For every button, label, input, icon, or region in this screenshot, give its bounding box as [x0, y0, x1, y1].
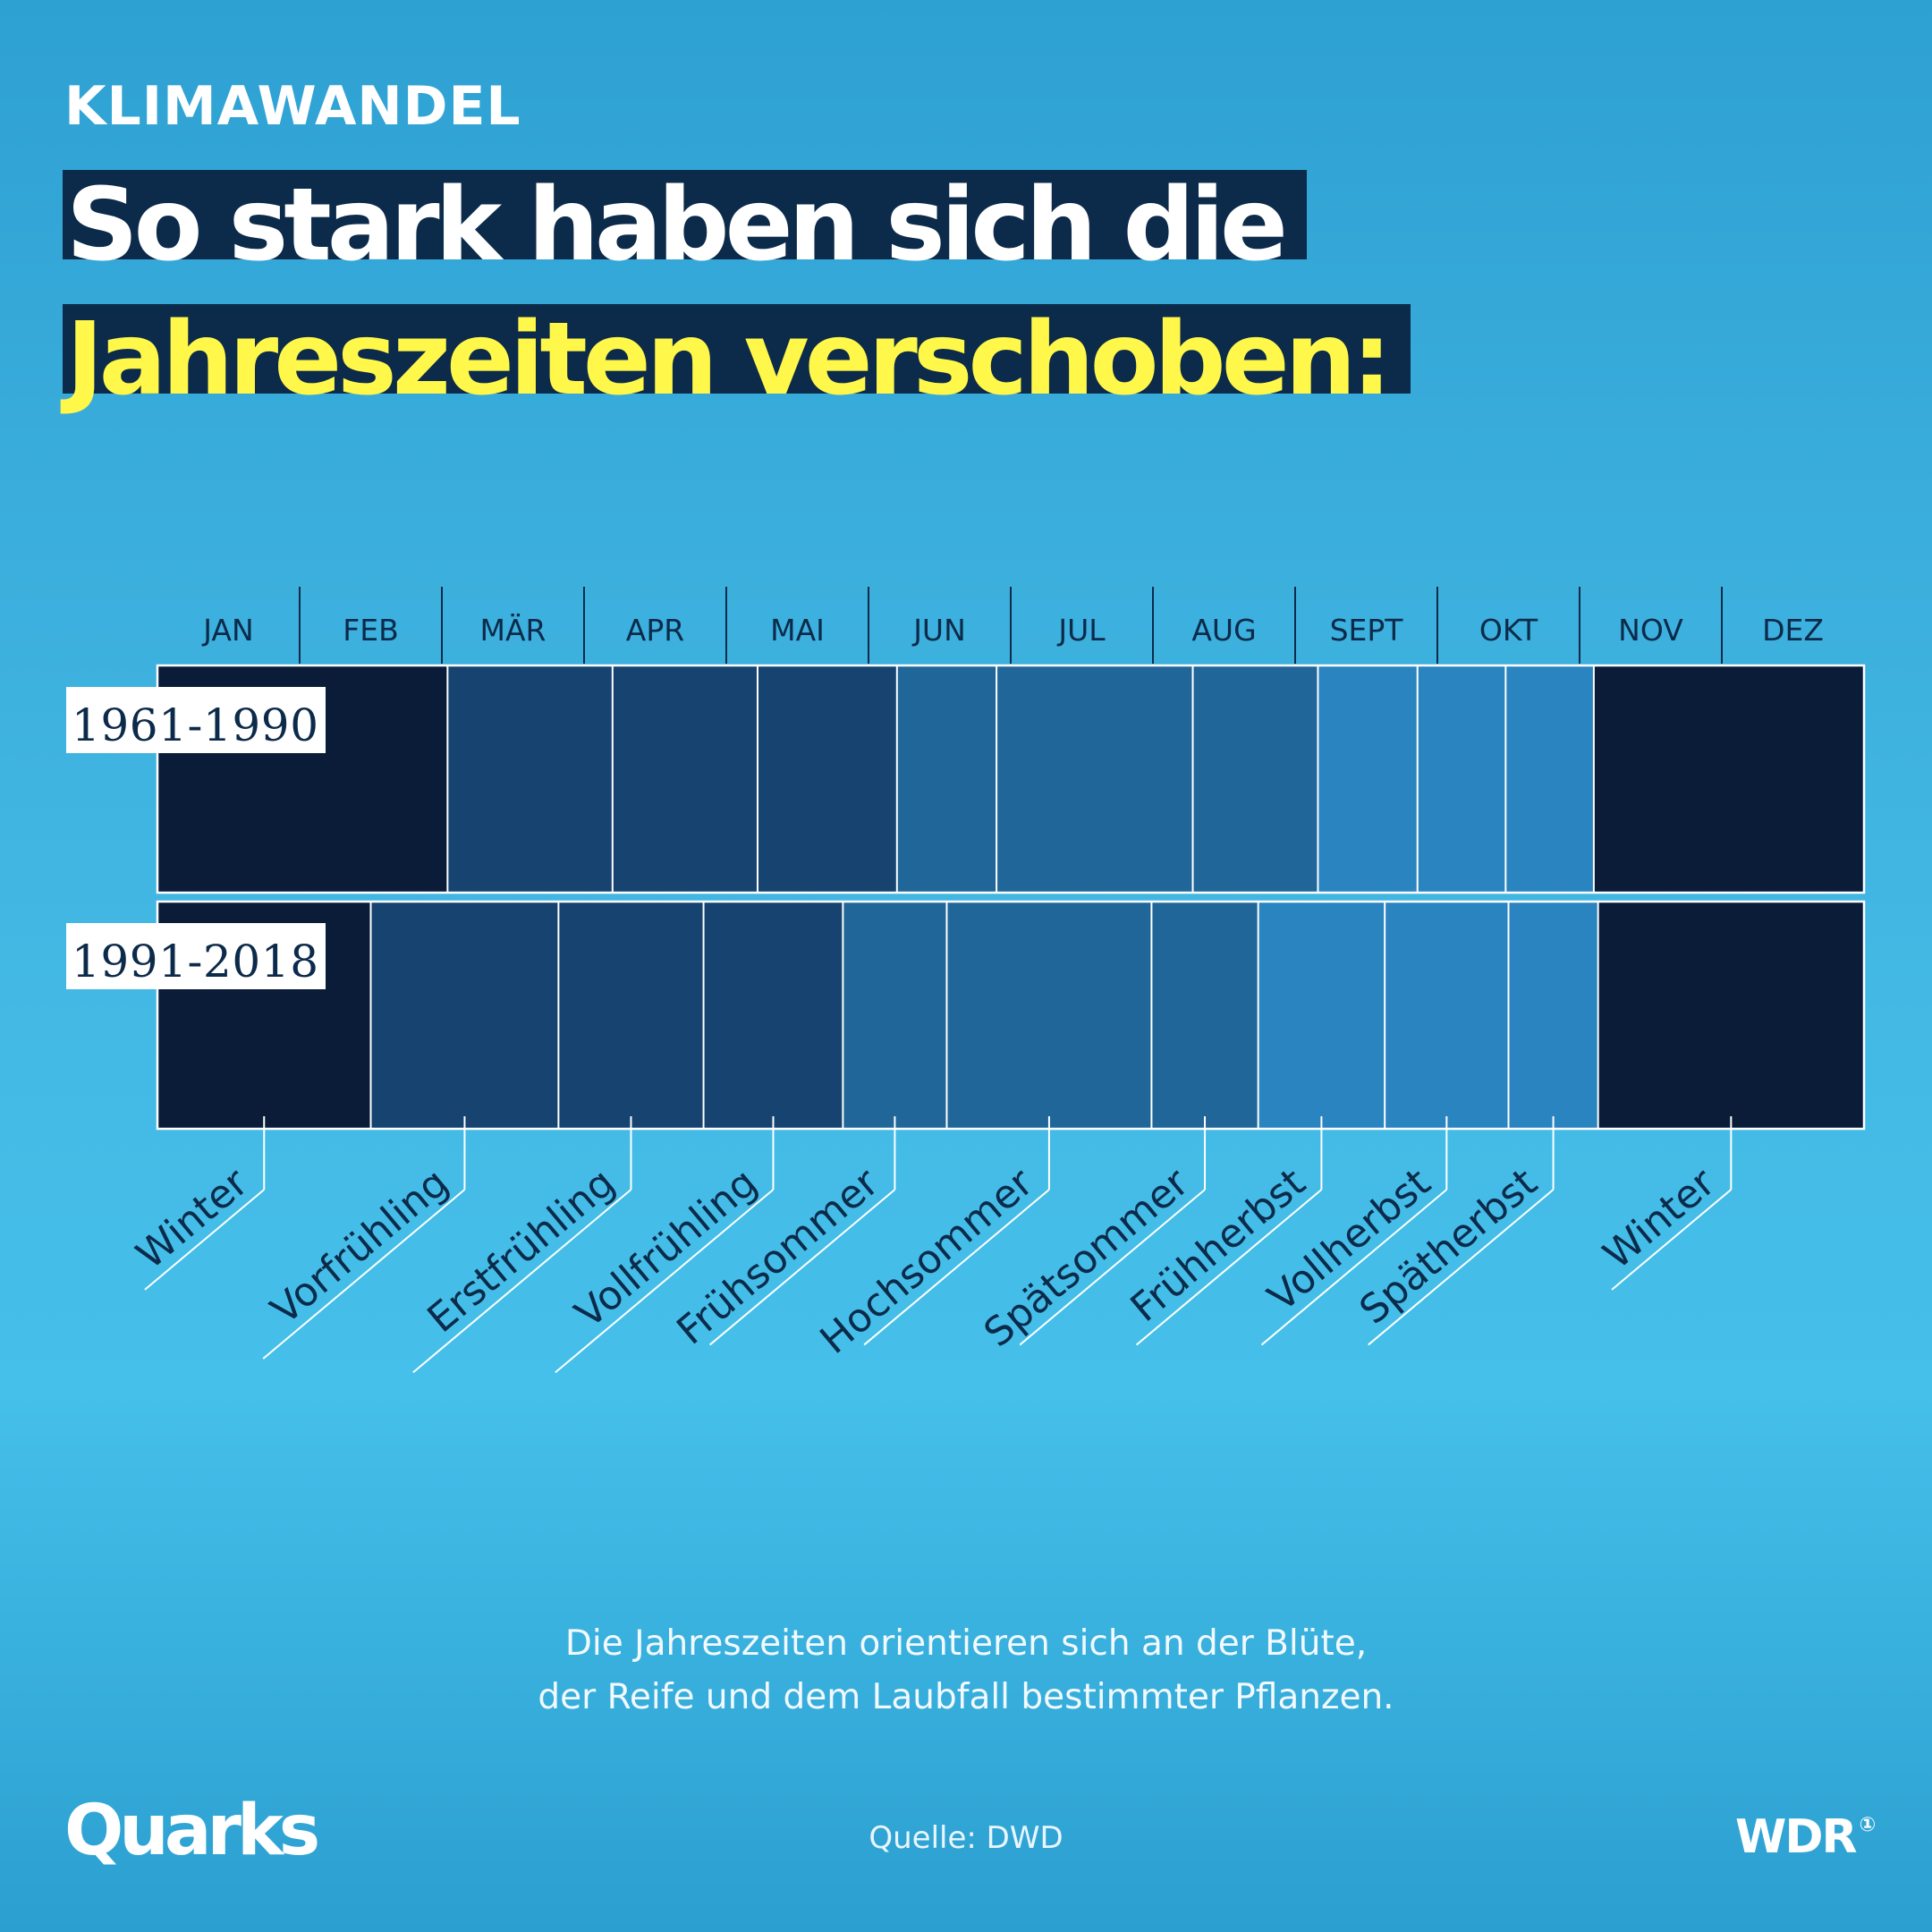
wdr-logo: WDR ① — [1735, 1810, 1876, 1864]
season-segment — [558, 902, 704, 1129]
month-label: NOV — [1618, 613, 1683, 648]
period-label: 1991-2018 — [72, 936, 318, 987]
season-segment — [1417, 665, 1506, 893]
season-segment — [1258, 902, 1385, 1129]
wdr-one-mark: ① — [1859, 1813, 1877, 1836]
season-segment — [1593, 665, 1864, 893]
source-note: Quelle: DWD — [869, 1820, 1063, 1856]
month-label: APR — [626, 613, 684, 648]
month-label: SEPT — [1330, 613, 1404, 648]
month-label: JAN — [201, 613, 253, 648]
month-label: DEZ — [1762, 613, 1824, 648]
period-label: 1961-1990 — [72, 699, 318, 751]
season-segment — [612, 665, 758, 893]
footnote-line-2: der Reife und dem Laubfall bestimmter Pf… — [538, 1677, 1394, 1717]
season-segment — [1505, 665, 1594, 893]
month-label: MAI — [770, 613, 825, 648]
leader-underline — [144, 1189, 265, 1291]
footnote: Die Jahreszeiten orientieren sich an der… — [0, 1617, 1932, 1724]
month-label: JUL — [1056, 613, 1106, 648]
leader-underline — [262, 1189, 466, 1360]
season-segment — [757, 665, 897, 893]
season-segment — [896, 665, 997, 893]
month-label: FEB — [343, 613, 398, 648]
period-label-box — [66, 687, 326, 753]
season-segment — [1508, 902, 1598, 1129]
season-segment — [1597, 902, 1864, 1129]
leader-underline — [708, 1189, 896, 1346]
leader-underline — [1135, 1189, 1323, 1346]
leader-underline — [412, 1189, 632, 1374]
season-segment — [1318, 665, 1418, 893]
leader-underline — [1368, 1189, 1555, 1346]
season-label: Winter — [128, 1159, 258, 1278]
season-label: Winter — [1595, 1159, 1724, 1278]
season-segment — [996, 665, 1193, 893]
month-label: JUN — [911, 613, 966, 648]
leader-underline — [863, 1189, 1050, 1346]
leader-underline — [555, 1189, 775, 1374]
season-segment — [703, 902, 843, 1129]
quarks-logo: Quarks — [64, 1791, 320, 1871]
month-label: MÄR — [480, 613, 547, 648]
season-segment — [447, 665, 613, 893]
season-segment — [946, 902, 1152, 1129]
wdr-logo-text: WDR — [1735, 1810, 1858, 1864]
leader-underline — [1611, 1189, 1732, 1291]
season-segment — [843, 902, 947, 1129]
kicker: KLIMAWANDEL — [64, 75, 521, 138]
row-border — [156, 900, 1866, 1131]
footnote-line-1: Die Jahreszeiten orientieren sich an der… — [564, 1623, 1368, 1664]
month-label: AUG — [1191, 613, 1256, 648]
season-segment — [1192, 665, 1318, 893]
row-border — [156, 664, 1866, 894]
season-segment — [1151, 902, 1258, 1129]
leader-underline — [1019, 1189, 1206, 1346]
period-label-box — [66, 923, 326, 989]
season-segment — [370, 902, 559, 1129]
season-segment — [1385, 902, 1509, 1129]
leader-underline — [1260, 1189, 1447, 1346]
month-label: OKT — [1479, 613, 1538, 648]
